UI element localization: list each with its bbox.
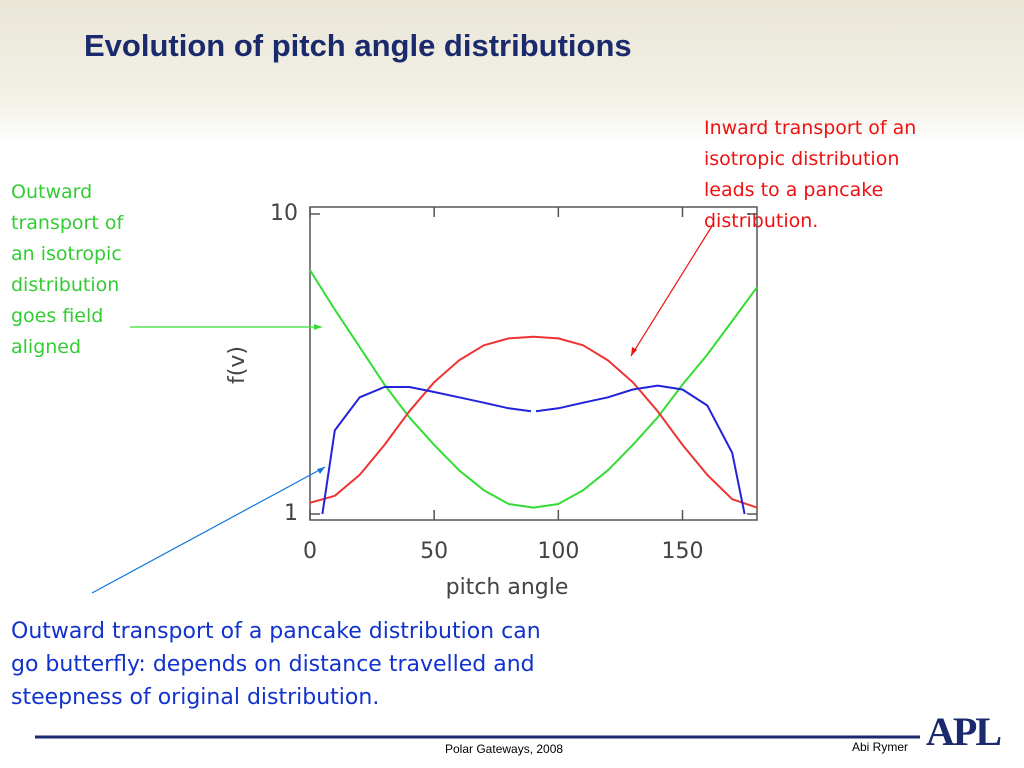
annotation: Outward transport of an isotropic distri… <box>11 181 124 358</box>
arrow-head <box>314 324 322 330</box>
logo: APL <box>926 709 1002 754</box>
y-tick-label: 1 <box>284 501 298 526</box>
arrow <box>630 225 713 357</box>
arrow-head <box>631 347 637 356</box>
arrow <box>91 466 326 594</box>
plot-frame <box>309 206 758 521</box>
x-tick-label: 100 <box>537 539 579 564</box>
x-axis-label: pitch angle <box>446 575 569 600</box>
series-line <box>309 335 758 509</box>
footer-author: Abi Rymer <box>852 740 909 754</box>
header-band <box>0 0 1024 145</box>
x-tick-label: 0 <box>303 539 317 564</box>
y-axis-label: f(v) <box>225 346 250 384</box>
series-line <box>321 384 746 515</box>
annotation: Inward transport of an isotropic distrib… <box>704 117 917 232</box>
arrow-head <box>317 467 325 474</box>
footer-text: Polar Gateways, 2008 <box>445 742 564 756</box>
annotation: Outward transport of a pancake distribut… <box>11 619 541 710</box>
x-tick-label: 50 <box>420 539 448 564</box>
y-tick-label: 10 <box>270 201 298 226</box>
slide-title: Evolution of pitch angle distributions <box>84 28 632 63</box>
series-line <box>309 269 758 509</box>
x-tick-label: 150 <box>662 539 704 564</box>
